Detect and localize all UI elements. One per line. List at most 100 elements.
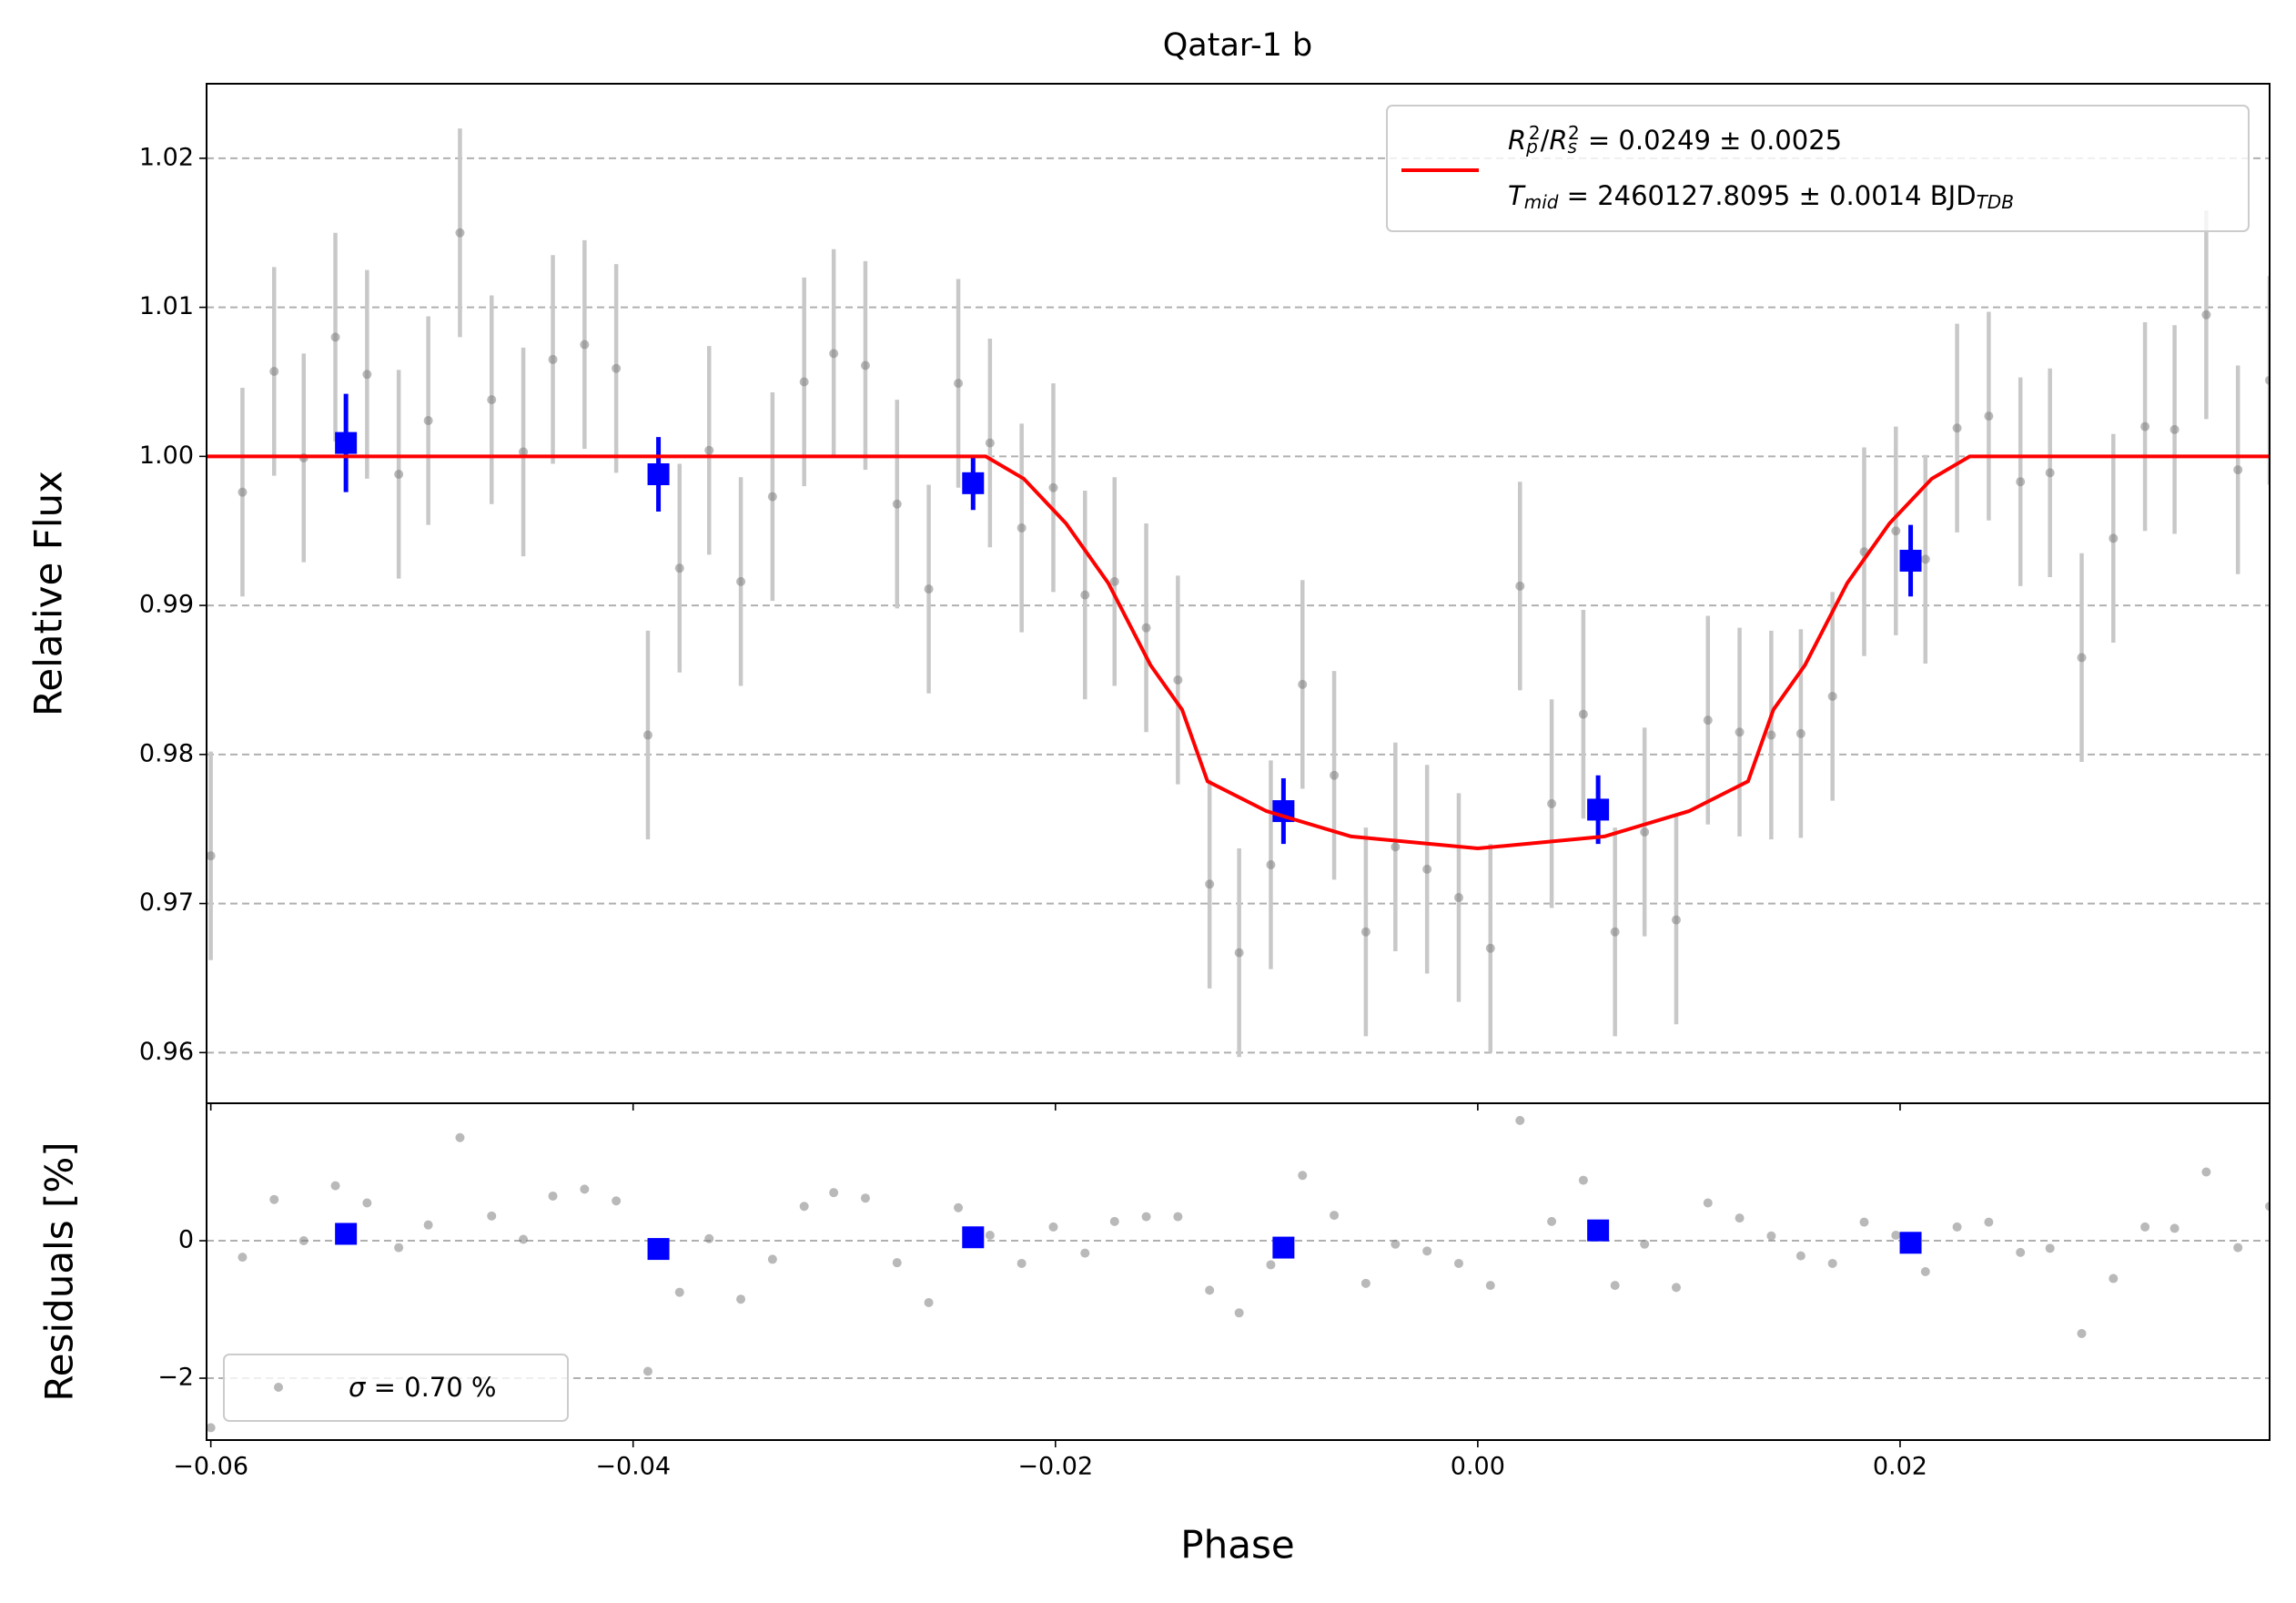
data-point xyxy=(394,1243,404,1253)
data-point xyxy=(1610,1281,1620,1291)
legend-box xyxy=(223,1354,569,1422)
data-point xyxy=(642,1366,652,1376)
data-point xyxy=(2233,1243,2243,1253)
data-point xyxy=(1671,915,1681,925)
data-point xyxy=(612,1196,622,1206)
legend-text-part: = 2460127.8095 ± 0.0014 BJD xyxy=(1558,180,1976,211)
data-point xyxy=(1173,1212,1183,1222)
data-point xyxy=(423,1220,433,1230)
data-point xyxy=(1485,1281,1495,1291)
model-line xyxy=(207,454,2270,851)
legend-text-part: = 0.70 % xyxy=(365,1372,496,1403)
data-point xyxy=(1330,1211,1340,1221)
legend-text-part: s xyxy=(1568,136,1577,157)
data-point xyxy=(1671,1283,1681,1293)
data-point xyxy=(1703,715,1713,725)
y-tick-label: 0.96 xyxy=(139,1038,194,1066)
plot-area xyxy=(207,1115,2270,1433)
data-point xyxy=(2233,465,2243,475)
data-point xyxy=(1920,554,1930,564)
data-point xyxy=(455,228,465,238)
data-point xyxy=(829,1188,839,1198)
binned-point xyxy=(1587,798,1610,821)
data-point xyxy=(580,340,590,350)
data-point xyxy=(1422,1246,1432,1256)
data-point xyxy=(207,1423,216,1433)
data-point xyxy=(860,1193,870,1203)
legend-text-part: = 0.0249 ± 0.0025 xyxy=(1580,125,1842,156)
data-point xyxy=(207,851,216,861)
data-point xyxy=(1109,576,1119,586)
binned-point xyxy=(1899,549,1922,572)
binned-point xyxy=(962,1226,985,1249)
x-tick-label: −0.04 xyxy=(595,1453,671,1481)
data-point xyxy=(1141,1212,1151,1222)
data-point xyxy=(2016,1247,2026,1257)
legend-text-part: R xyxy=(1549,125,1567,156)
data-point xyxy=(829,349,839,359)
data-point xyxy=(1610,927,1620,937)
binned-point xyxy=(335,1223,358,1245)
data-point xyxy=(269,367,279,377)
data-point xyxy=(1234,1308,1244,1318)
data-point xyxy=(924,584,934,594)
data-point xyxy=(1048,1222,1058,1232)
legend-label: Tmid = 2460127.8095 ± 0.0014 BJDTDB xyxy=(1508,180,2014,213)
legend-text-part: mid xyxy=(1524,191,1559,213)
data-point xyxy=(1017,522,1027,533)
data-point xyxy=(767,1254,777,1264)
data-point xyxy=(519,1234,529,1244)
data-point xyxy=(1453,1258,1463,1268)
data-point xyxy=(1920,1267,1930,1276)
data-point xyxy=(1080,590,1090,600)
data-point xyxy=(487,1211,497,1221)
data-point xyxy=(1485,943,1495,953)
legend-text-part: 2 xyxy=(1529,122,1541,144)
data-point xyxy=(1952,1222,1962,1232)
data-point xyxy=(1515,581,1525,591)
data-point xyxy=(1859,1217,1869,1227)
data-point xyxy=(1205,1285,1215,1295)
data-point xyxy=(1360,927,1371,937)
data-point xyxy=(548,1191,558,1201)
data-point xyxy=(736,576,746,586)
data-point xyxy=(238,487,248,497)
data-point xyxy=(1578,1175,1588,1185)
data-point xyxy=(985,438,995,448)
data-point xyxy=(2201,309,2211,320)
x-axis-label: Phase xyxy=(1180,1523,1294,1567)
data-point xyxy=(269,1194,279,1204)
data-point xyxy=(455,1132,465,1142)
data-point xyxy=(2045,1243,2055,1253)
data-point xyxy=(954,379,964,389)
data-point xyxy=(767,492,777,502)
data-point xyxy=(1795,728,1805,738)
data-point xyxy=(2045,468,2055,478)
data-point xyxy=(1984,1217,1994,1227)
data-point xyxy=(362,1198,372,1208)
data-point xyxy=(1453,893,1463,903)
legend-text-part: / xyxy=(1541,125,1550,156)
data-point xyxy=(1330,770,1340,780)
data-point xyxy=(1515,1115,1525,1125)
data-point xyxy=(2265,375,2270,385)
data-point xyxy=(1422,864,1432,874)
data-point xyxy=(924,1297,934,1307)
data-point xyxy=(860,360,870,370)
chart-title: Qatar-1 b xyxy=(1163,27,1313,64)
data-point xyxy=(2077,1328,2087,1338)
data-point xyxy=(1891,526,1901,536)
data-point xyxy=(1640,827,1650,837)
legend-text-part: TDB xyxy=(1977,191,2014,213)
data-point xyxy=(238,1253,248,1263)
data-point xyxy=(1735,1213,1745,1223)
y-tick-label: −2 xyxy=(157,1364,194,1392)
data-point xyxy=(954,1202,964,1212)
x-tick-label: −0.02 xyxy=(1017,1453,1093,1481)
data-point xyxy=(1080,1248,1090,1258)
data-point xyxy=(1298,1171,1308,1181)
data-point xyxy=(1048,482,1058,492)
data-point xyxy=(674,1287,684,1297)
data-point xyxy=(330,332,340,342)
